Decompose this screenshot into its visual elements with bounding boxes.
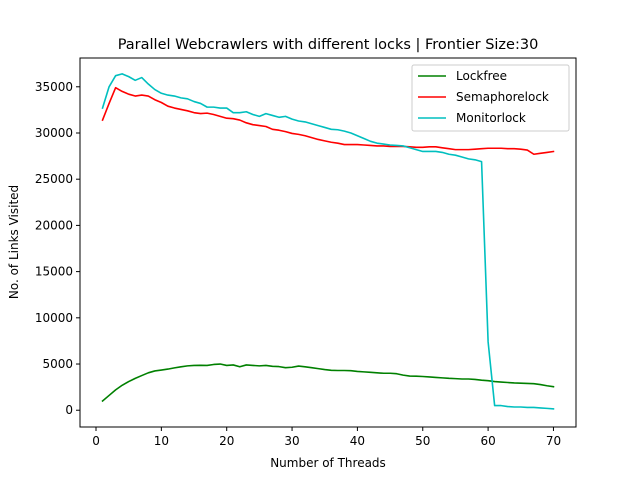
x-tick-label: 30: [284, 434, 299, 448]
legend-label-lockfree: Lockfree: [456, 69, 507, 83]
series-line-lockfree: [101, 363, 555, 403]
x-tick-label: 50: [415, 434, 430, 448]
y-tick-label: 35000: [35, 80, 73, 94]
x-tick-label: 60: [480, 434, 495, 448]
x-tick-label: 0: [92, 434, 100, 448]
series-line-semaphorelock: [101, 86, 555, 156]
x-tick-label: 10: [154, 434, 169, 448]
plot-area: [101, 73, 555, 410]
y-tick-label: 0: [65, 403, 73, 417]
chart-title: Parallel Webcrawlers with different lock…: [118, 37, 539, 53]
x-tick-label: 70: [546, 434, 561, 448]
y-tick-label: 10000: [35, 311, 73, 325]
x-axis-label: Number of Threads: [270, 456, 386, 470]
y-axis-label: No. of Links Visited: [7, 185, 21, 299]
plot-frame: [79, 57, 577, 428]
y-tick-label: 20000: [35, 218, 73, 232]
y-axis: 0 5000 10000 15000 20000 25000 30000 35000: [35, 80, 80, 417]
y-tick-label: 15000: [35, 265, 73, 279]
x-tick-label: 20: [219, 434, 234, 448]
legend-label-semaphorelock: Semaphorelock: [456, 90, 549, 104]
y-tick-label: 5000: [42, 357, 73, 371]
y-tick-label: 30000: [35, 126, 73, 140]
y-tick-label: 25000: [35, 172, 73, 186]
series-line-monitorlock: [101, 73, 555, 410]
x-tick-label: 40: [350, 434, 365, 448]
legend-label-monitorlock: Monitorlock: [456, 111, 526, 125]
legend: Lockfree Semaphorelock Monitorlock: [411, 64, 570, 132]
legend-box: [411, 64, 570, 132]
x-axis: 0 10 20 30 40 50 60 70: [92, 427, 561, 448]
